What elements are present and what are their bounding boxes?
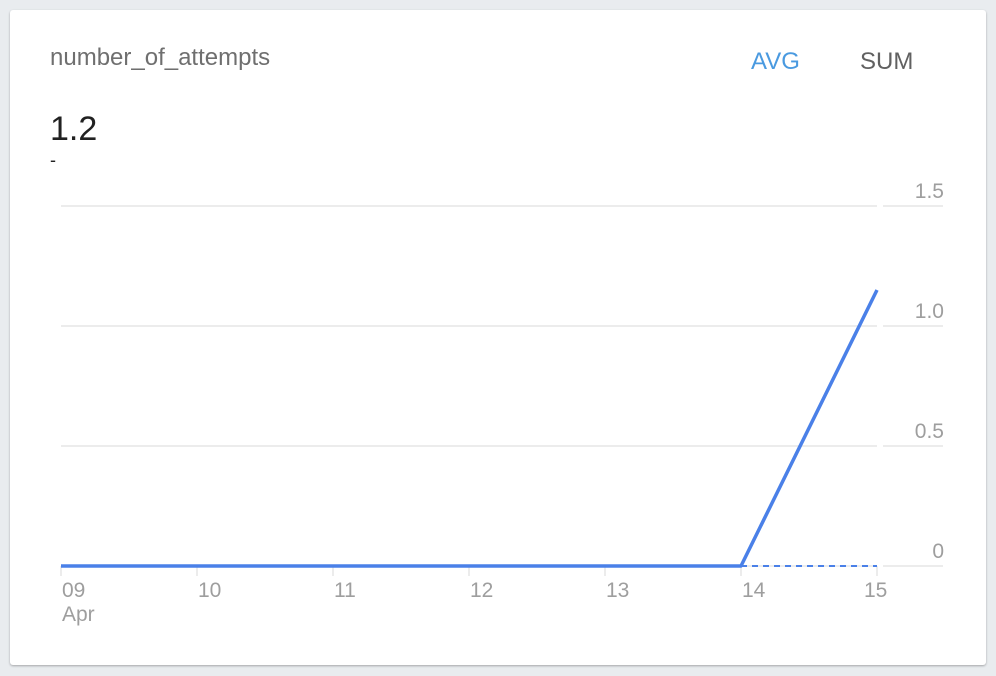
x-tick-label: 09 [62, 579, 85, 602]
metric-title: number_of_attempts [50, 44, 271, 71]
x-tick-label: 14 [742, 579, 766, 602]
x-tick-label: 10 [198, 579, 221, 602]
x-sublabel: Apr [62, 603, 95, 626]
avg-toggle[interactable]: AVG [751, 48, 800, 75]
x-tick-label: 13 [606, 579, 629, 602]
y-tick-label: 0.5 [915, 420, 944, 443]
x-tick-label: 15 [864, 579, 887, 602]
y-tick-label: 0 [932, 540, 944, 563]
y-tick-label: 1.5 [915, 180, 944, 203]
sum-toggle[interactable]: SUM [860, 48, 914, 75]
x-tick-label: 12 [470, 579, 493, 602]
series-line [61, 289, 879, 568]
x-tick-label: 11 [334, 579, 356, 602]
current-sub: - [50, 150, 56, 170]
metric-card: number_of_attempts 1.2 - AVG SUM [10, 10, 986, 665]
current-value: 1.2 [50, 110, 98, 148]
y-tick-label: 1.0 [915, 300, 944, 323]
